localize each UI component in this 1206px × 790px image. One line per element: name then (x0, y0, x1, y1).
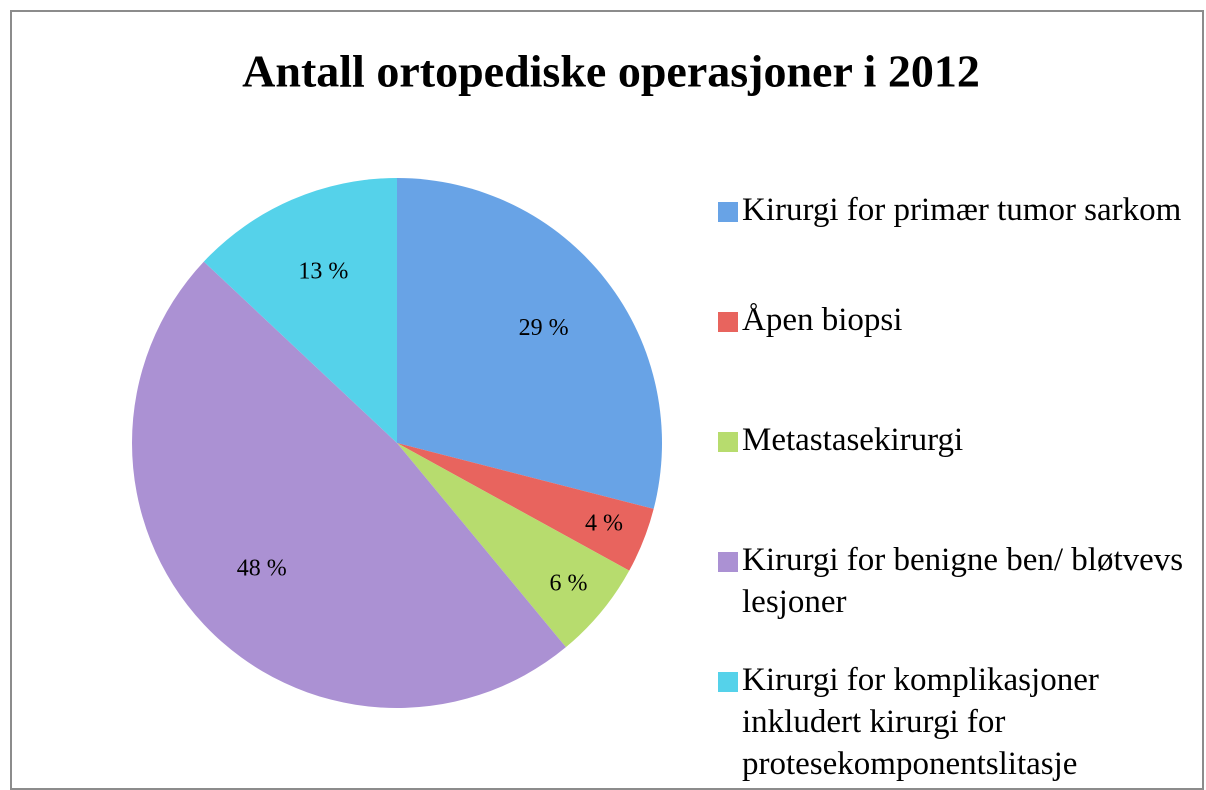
data-label: 13 % (298, 258, 348, 284)
data-label: 4 % (585, 510, 623, 536)
pie-slice (203, 178, 397, 443)
legend-label: Kirurgi for primær tumor sarkom (742, 192, 1182, 228)
data-label: 29 % (519, 315, 569, 341)
legend-swatch (718, 432, 738, 452)
pie-slice (397, 443, 654, 571)
legend-label: Kirurgi for komplikasjoner inkludert kir… (742, 662, 1099, 782)
legend-swatch (718, 672, 738, 692)
pie-slice (132, 261, 566, 708)
legend-swatch (718, 312, 738, 332)
chart-title: Antall ortopediske operasjoner i 2012 (242, 46, 980, 97)
data-label: 6 % (550, 570, 588, 596)
chart: Antall ortopediske operasjoner i 2012 29… (132, 46, 980, 708)
pie-slice (397, 178, 663, 509)
pie-slice (397, 443, 630, 648)
legend-swatch (718, 552, 738, 572)
legend-swatch (718, 202, 738, 222)
legend-label: Metastasekirurgi (742, 422, 964, 458)
legend-label: Kirurgi for benigne ben/ bløtvevs lesjon… (742, 542, 1184, 620)
legend-label: Åpen biopsi (742, 302, 903, 338)
data-label: 48 % (237, 555, 287, 581)
